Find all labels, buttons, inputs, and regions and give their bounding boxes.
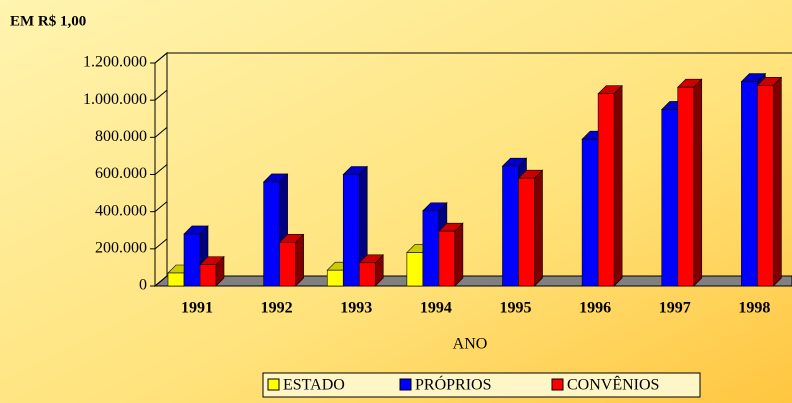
- chart-title: EM R$ 1,00: [10, 13, 86, 29]
- y-tick-label: 600.000: [95, 165, 147, 182]
- x-axis-label: ANO: [453, 336, 488, 353]
- legend-swatch: [399, 378, 412, 391]
- bar: [741, 81, 758, 287]
- x-tick-label: 1992: [261, 300, 293, 317]
- legend-label: PRÓPRIOS: [415, 375, 491, 394]
- wall-tick: [154, 52, 168, 64]
- legend: [262, 372, 701, 398]
- x-tick-label: 1991: [181, 300, 213, 317]
- wall-tick: [154, 89, 168, 101]
- bar: [757, 85, 774, 287]
- y-tick-label: 1.200.000: [83, 54, 147, 71]
- y-tick-label: 1.000.000: [83, 91, 147, 108]
- bar: [199, 264, 217, 287]
- bar: [183, 233, 201, 287]
- legend-swatch: [551, 378, 564, 391]
- bar: [358, 262, 376, 287]
- bar: [677, 86, 695, 287]
- y-tick-label: 800.000: [95, 128, 147, 145]
- bar: [581, 138, 599, 287]
- x-tick-label: 1997: [659, 300, 691, 317]
- bar: [263, 181, 280, 287]
- y-tick-label: 0: [139, 277, 147, 294]
- wall-tick: [154, 126, 168, 138]
- legend-label: ESTADO: [283, 377, 345, 394]
- bar: [279, 242, 296, 287]
- bar-side: [773, 76, 782, 287]
- x-tick-label: 1994: [420, 300, 452, 317]
- legend-label: CONVÊNIOS: [567, 375, 659, 394]
- bar: [326, 269, 344, 287]
- x-tick-label: 1995: [500, 300, 532, 317]
- x-tick-label: 1996: [579, 300, 611, 317]
- bar: [597, 93, 615, 287]
- y-tick-label: 200.000: [95, 240, 147, 257]
- bar: [661, 109, 679, 287]
- x-tick-label: 1998: [738, 300, 770, 317]
- y-tick-label: 400.000: [95, 202, 147, 219]
- bar: [438, 230, 456, 287]
- bar-side: [295, 233, 304, 287]
- wall-tick: [154, 275, 168, 287]
- wall-tick: [154, 201, 168, 213]
- bar-side: [534, 169, 543, 287]
- bar: [422, 210, 440, 287]
- bar: [342, 174, 360, 287]
- bar: [167, 272, 185, 287]
- wall-tick: [154, 164, 168, 175]
- bar: [518, 177, 535, 287]
- bar-side: [693, 78, 703, 287]
- legend-swatch: [267, 378, 280, 391]
- wall-tick: [154, 238, 168, 250]
- bar: [502, 165, 519, 287]
- bar-side: [613, 84, 623, 287]
- bar-side: [454, 222, 464, 287]
- bar: [406, 252, 424, 287]
- x-tick-label: 1993: [340, 300, 372, 317]
